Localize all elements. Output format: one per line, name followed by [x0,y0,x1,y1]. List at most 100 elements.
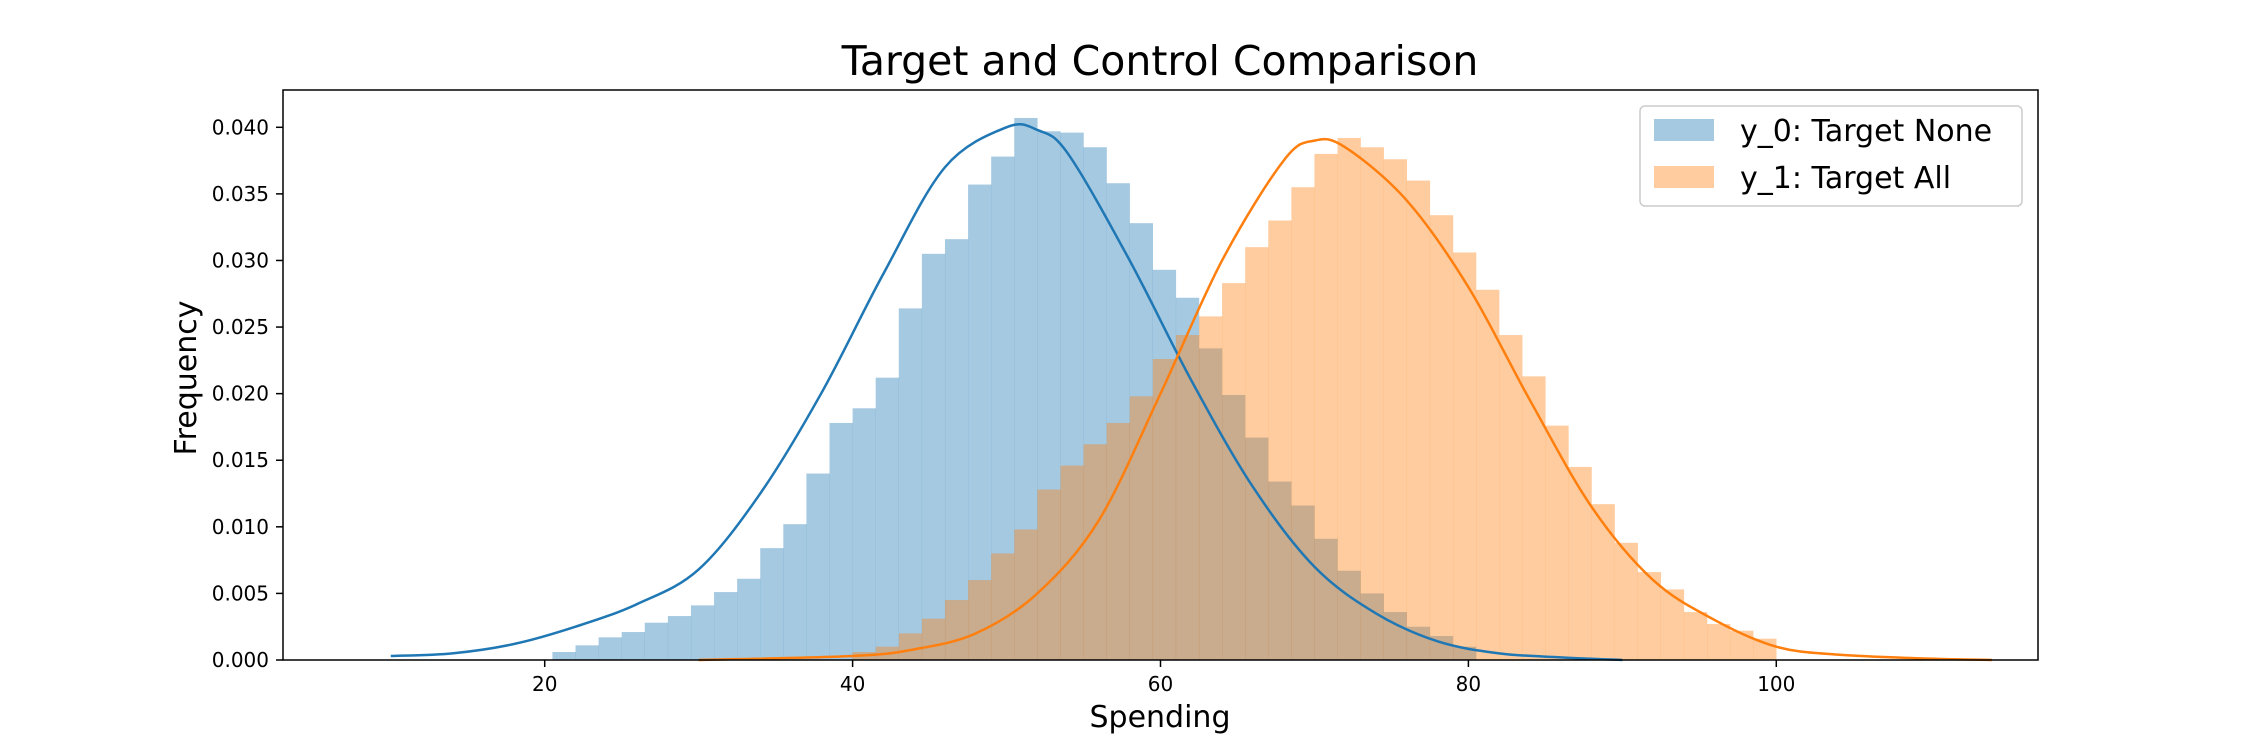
histogram-bar-series-1 [1083,444,1107,660]
histogram-bar-series-0 [1268,481,1292,660]
x-tick-label: 40 [840,672,865,696]
y-tick-label: 0.010 [212,515,269,539]
histogram-bar-series-1 [968,580,992,660]
histogram-bar-series-0 [737,578,761,660]
histogram-bar-series-0 [690,605,715,660]
histogram-bar-series-0 [1152,269,1177,660]
histogram-bar-series-0 [1014,117,1038,661]
y-tick-label: 0.020 [212,382,269,406]
histogram-bar-series-0 [921,253,946,660]
y-tick-label: 0.025 [212,315,269,339]
histogram-bar-series-0 [714,592,738,660]
histogram-bar-series-1 [1429,215,1454,660]
histogram-bar-series-1 [1707,624,1731,660]
x-tick-label: 80 [1456,672,1481,696]
histogram-bar-series-1 [1175,335,1200,660]
histogram-bar-series-1 [1245,247,1269,660]
y-tick-label: 0.005 [212,581,269,605]
histogram-bar-series-0 [1291,505,1315,660]
legend-label-target-all: y_1: Target All [1740,161,1951,196]
y-axis-label: Frequency [169,301,204,456]
histogram-bars [552,117,1777,661]
histogram-bar-series-0 [1406,626,1431,660]
y-tick-label: 0.030 [212,248,269,272]
histogram-bar-series-0 [621,632,645,660]
legend-swatch-target-none [1654,119,1714,141]
histogram-bar-series-1 [1060,465,1084,660]
chart-title: Target and Control Comparison [841,37,1479,85]
histogram-bar-series-0 [552,652,576,660]
histogram-bar-series-0 [1360,593,1384,660]
kde-curves [390,122,1992,662]
histogram-bar-series-1 [1637,572,1662,660]
x-tick-label: 60 [1148,672,1173,696]
histogram-bar-series-0 [875,377,899,660]
histogram-bar-series-0 [1175,297,1200,660]
histogram-bar-series-0 [1060,132,1084,660]
histogram-bar-series-0 [829,422,853,660]
histogram-bar-series-0 [1245,437,1269,660]
histogram-bar-series-1 [1383,159,1408,661]
histogram-bar-series-0 [575,645,599,660]
histogram-bar-series-0 [898,308,923,660]
histogram-bar-series-1 [1660,589,1685,660]
histogram-bar-series-0 [1106,183,1130,660]
histogram-bar-series-0 [783,524,807,660]
x-axis-ticks: 20 40 60 80 100 [532,660,1795,696]
histogram-bar-series-1 [1152,359,1177,660]
histogram-bar-series-1 [1106,422,1130,660]
histogram-bar-series-1 [1291,187,1315,661]
histogram-bar-series-0 [760,548,784,660]
histogram-bar-series-0 [991,156,1015,660]
x-axis-label: Spending [1090,700,1231,735]
histogram-bar-series-0 [944,239,969,660]
histogram-bar-series-1 [921,618,946,660]
histogram-bar-series-0 [1129,223,1154,661]
y-tick-label: 0.035 [212,182,269,206]
histogram-bar-series-1 [1545,425,1569,660]
kde-curve-series-0 [390,122,1623,662]
histogram-bar-series-1 [1522,376,1546,660]
y-axis-ticks: 0.000 0.005 0.010 0.015 0.020 0.025 0.030 0.035… [212,115,283,672]
x-tick-label: 20 [532,672,557,696]
legend-swatch-target-all [1654,166,1714,188]
histogram-bar-series-0 [1037,131,1061,661]
kde-curve-series-1 [698,137,1992,662]
histogram-bar-series-1 [1568,466,1592,660]
histogram-bar-series-1 [1222,283,1246,660]
histogram-bar-series-1 [1268,220,1292,660]
histogram-bar-series-1 [1683,612,1708,660]
histogram-bar-series-1 [1360,147,1384,660]
histogram-bar-series-1 [1499,335,1523,660]
histogram-bar-series-0 [1383,612,1408,660]
x-tick-label: 100 [1757,672,1795,696]
histogram-bar-series-1 [1037,489,1061,660]
histogram-bar-series-1 [1453,252,1477,661]
histogram-bar-series-0 [1083,147,1107,660]
legend: y_0: Target None y_1: Target All [1639,105,2023,207]
histogram-bar-series-1 [1337,137,1361,661]
histogram-bar-series-1 [1129,396,1154,660]
histogram-bar-series-0 [667,616,692,660]
histogram-bar-series-1 [991,553,1015,660]
histogram-bar-series-1 [1476,289,1500,660]
histogram-bar-series-1 [1406,180,1431,661]
histogram-bar-series-1 [1198,316,1223,660]
histogram-bar-series-1 [1014,529,1038,660]
histogram-bar-series-0 [852,408,876,660]
histogram-bar-series-1 [1591,504,1615,660]
histogram-bar-series-1 [1314,153,1338,660]
histogram-bar-series-0 [968,184,992,660]
histogram-bar-series-0 [598,637,622,660]
histogram-bar-series-1 [944,600,969,660]
y-tick-label: 0.015 [212,448,269,472]
histogram-bar-series-0 [1222,394,1246,660]
histogram-bar-series-1 [1730,630,1754,660]
histogram-bar-series-1 [898,633,923,660]
histogram-bar-series-1 [1614,542,1638,660]
histogram-bar-series-0 [806,473,830,660]
legend-label-target-none: y_0: Target None [1740,114,1992,149]
y-tick-label: 0.000 [212,648,269,672]
histogram-bar-series-0 [644,622,669,660]
